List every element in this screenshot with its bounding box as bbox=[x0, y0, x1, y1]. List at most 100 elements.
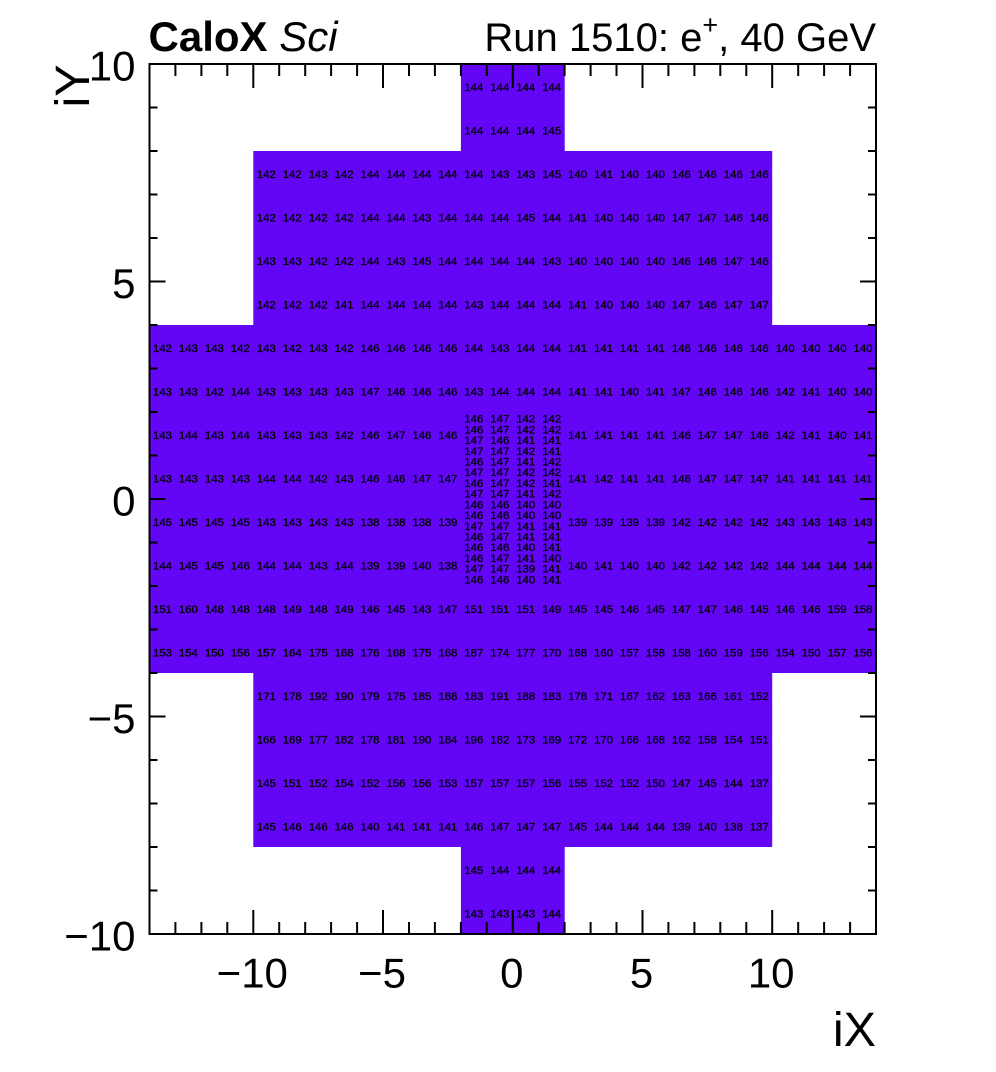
svg-text:147: 147 bbox=[490, 521, 509, 533]
svg-text:144: 144 bbox=[490, 212, 509, 224]
svg-text:188: 188 bbox=[438, 691, 457, 703]
svg-text:169: 169 bbox=[542, 735, 561, 747]
svg-text:144: 144 bbox=[464, 169, 483, 181]
svg-text:147: 147 bbox=[464, 489, 483, 501]
svg-text:140: 140 bbox=[412, 561, 431, 573]
svg-text:141: 141 bbox=[542, 532, 561, 544]
svg-text:157: 157 bbox=[620, 648, 639, 660]
svg-text:157: 157 bbox=[464, 778, 483, 790]
svg-text:160: 160 bbox=[698, 648, 717, 660]
svg-text:150: 150 bbox=[802, 648, 821, 660]
svg-text:140: 140 bbox=[776, 343, 795, 355]
svg-text:140: 140 bbox=[802, 343, 821, 355]
svg-text:152: 152 bbox=[594, 778, 613, 790]
svg-text:191: 191 bbox=[490, 691, 509, 703]
svg-text:147: 147 bbox=[464, 435, 483, 447]
svg-text:145: 145 bbox=[231, 517, 250, 529]
svg-text:143: 143 bbox=[179, 386, 198, 398]
svg-text:144: 144 bbox=[542, 343, 561, 355]
svg-text:144: 144 bbox=[516, 386, 535, 398]
svg-text:150: 150 bbox=[205, 648, 224, 660]
svg-text:141: 141 bbox=[542, 446, 561, 458]
svg-text:145: 145 bbox=[750, 604, 769, 616]
svg-text:143: 143 bbox=[309, 386, 328, 398]
svg-text:140: 140 bbox=[646, 169, 665, 181]
svg-text:144: 144 bbox=[360, 212, 379, 224]
svg-text:147: 147 bbox=[490, 532, 509, 544]
svg-text:142: 142 bbox=[283, 343, 302, 355]
svg-text:147: 147 bbox=[464, 467, 483, 479]
svg-text:139: 139 bbox=[516, 564, 535, 576]
svg-text:159: 159 bbox=[828, 604, 847, 616]
svg-text:146: 146 bbox=[750, 343, 769, 355]
svg-text:146: 146 bbox=[464, 510, 483, 522]
svg-text:148: 148 bbox=[231, 604, 250, 616]
svg-text:141: 141 bbox=[646, 343, 665, 355]
svg-text:143: 143 bbox=[516, 169, 535, 181]
svg-text:147: 147 bbox=[698, 430, 717, 442]
svg-text:158: 158 bbox=[672, 648, 691, 660]
svg-text:139: 139 bbox=[438, 517, 457, 529]
svg-text:151: 151 bbox=[153, 604, 172, 616]
svg-text:146: 146 bbox=[490, 499, 509, 511]
svg-text:143: 143 bbox=[257, 256, 276, 268]
svg-text:145: 145 bbox=[568, 604, 587, 616]
svg-text:141: 141 bbox=[542, 564, 561, 576]
svg-text:147: 147 bbox=[724, 256, 743, 268]
svg-text:156: 156 bbox=[412, 778, 431, 790]
svg-text:144: 144 bbox=[490, 256, 509, 268]
svg-text:142: 142 bbox=[594, 473, 613, 485]
svg-text:146: 146 bbox=[438, 430, 457, 442]
svg-text:142: 142 bbox=[672, 561, 691, 573]
svg-text:141: 141 bbox=[516, 489, 535, 501]
svg-text:177: 177 bbox=[516, 648, 535, 660]
svg-text:183: 183 bbox=[542, 691, 561, 703]
svg-text:156: 156 bbox=[750, 648, 769, 660]
svg-text:144: 144 bbox=[724, 778, 743, 790]
svg-text:143: 143 bbox=[153, 430, 172, 442]
svg-text:144: 144 bbox=[542, 865, 561, 877]
svg-text:143: 143 bbox=[464, 909, 483, 921]
svg-text:140: 140 bbox=[516, 574, 535, 586]
svg-text:144: 144 bbox=[542, 82, 561, 94]
svg-text:143: 143 bbox=[309, 343, 328, 355]
svg-text:143: 143 bbox=[309, 517, 328, 529]
svg-text:142: 142 bbox=[335, 343, 354, 355]
svg-text:143: 143 bbox=[309, 561, 328, 573]
svg-text:144: 144 bbox=[438, 212, 457, 224]
svg-text:143: 143 bbox=[516, 909, 535, 921]
svg-text:196: 196 bbox=[464, 735, 483, 747]
svg-text:170: 170 bbox=[594, 735, 613, 747]
svg-text:142: 142 bbox=[516, 446, 535, 458]
svg-text:iY: iY bbox=[46, 64, 100, 107]
svg-text:146: 146 bbox=[386, 343, 405, 355]
svg-text:142: 142 bbox=[698, 561, 717, 573]
svg-text:166: 166 bbox=[257, 735, 276, 747]
svg-text:142: 142 bbox=[205, 386, 224, 398]
svg-text:146: 146 bbox=[464, 822, 483, 834]
svg-text:162: 162 bbox=[672, 735, 691, 747]
svg-text:143: 143 bbox=[412, 212, 431, 224]
svg-text:141: 141 bbox=[568, 212, 587, 224]
svg-text:146: 146 bbox=[672, 430, 691, 442]
svg-text:143: 143 bbox=[490, 909, 509, 921]
svg-text:141: 141 bbox=[516, 457, 535, 469]
svg-text:141: 141 bbox=[516, 435, 535, 447]
svg-text:CaloX Sci: CaloX Sci bbox=[149, 13, 340, 60]
svg-text:143: 143 bbox=[335, 517, 354, 529]
svg-text:142: 142 bbox=[516, 414, 535, 426]
svg-text:144: 144 bbox=[516, 256, 535, 268]
svg-text:164: 164 bbox=[283, 648, 302, 660]
svg-text:140: 140 bbox=[646, 299, 665, 311]
svg-text:143: 143 bbox=[828, 517, 847, 529]
svg-text:140: 140 bbox=[853, 343, 872, 355]
svg-text:169: 169 bbox=[283, 735, 302, 747]
svg-text:141: 141 bbox=[516, 553, 535, 565]
svg-text:146: 146 bbox=[412, 343, 431, 355]
svg-text:174: 174 bbox=[490, 648, 509, 660]
svg-text:149: 149 bbox=[542, 604, 561, 616]
svg-text:159: 159 bbox=[724, 648, 743, 660]
svg-text:143: 143 bbox=[179, 473, 198, 485]
svg-text:147: 147 bbox=[490, 446, 509, 458]
svg-text:147: 147 bbox=[724, 299, 743, 311]
